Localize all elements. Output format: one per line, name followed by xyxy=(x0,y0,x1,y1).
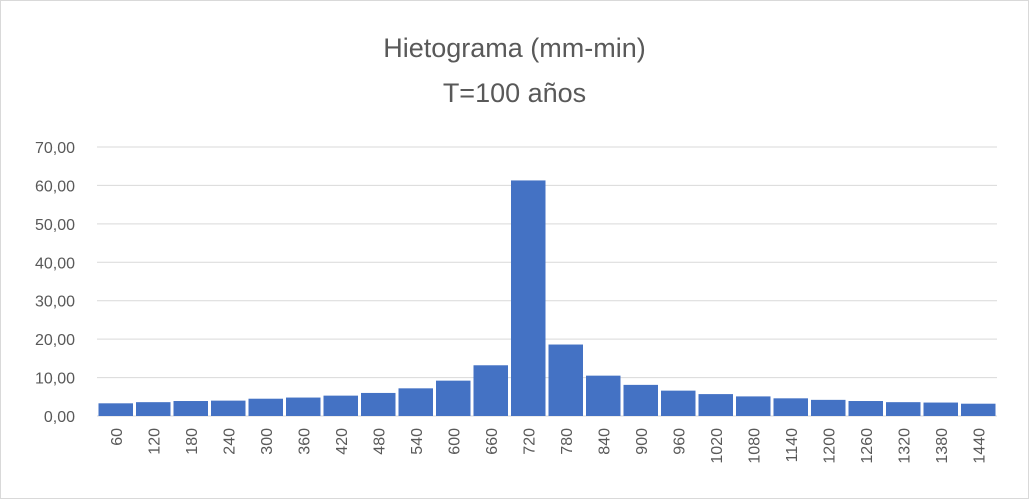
bar xyxy=(286,397,321,416)
x-tick-label: 840 xyxy=(596,428,613,455)
y-tick-label: 30,00 xyxy=(35,294,75,311)
bar xyxy=(698,394,733,416)
x-tick-label: 960 xyxy=(671,428,688,455)
x-tick-label: 120 xyxy=(146,428,163,455)
bar xyxy=(361,392,396,416)
bar xyxy=(248,398,283,416)
bar xyxy=(773,398,808,416)
y-tick-label: 0,00 xyxy=(44,409,75,426)
x-tick-label: 600 xyxy=(446,428,463,455)
bar xyxy=(511,180,546,416)
y-tick-label: 20,00 xyxy=(35,332,75,349)
bar xyxy=(136,402,171,416)
bar xyxy=(323,395,358,416)
bar xyxy=(661,390,696,416)
y-axis-ticks: 0,00 10,00 20,00 30,00 40,00 50,00 60,00 70,00 xyxy=(35,140,75,426)
bar xyxy=(173,401,208,416)
bars xyxy=(98,180,996,416)
x-tick-label: 1260 xyxy=(859,428,876,464)
y-tick-label: 70,00 xyxy=(35,140,75,157)
x-tick-label: 300 xyxy=(259,428,276,455)
x-tick-label: 720 xyxy=(521,428,538,455)
chart-subtitle: T=100 años xyxy=(442,78,587,108)
y-tick-label: 40,00 xyxy=(35,255,75,272)
x-tick-label: 1080 xyxy=(746,428,763,464)
x-tick-label: 180 xyxy=(184,428,201,455)
x-tick-label: 540 xyxy=(409,428,426,455)
bar xyxy=(848,401,883,416)
x-axis-ticks: 60 120 180 240 300 360 420 480 540 600 660 720 780 84… xyxy=(109,428,989,464)
x-tick-label: 1020 xyxy=(709,428,726,464)
bar xyxy=(473,365,508,416)
bar xyxy=(961,403,996,416)
x-tick-label: 1380 xyxy=(934,428,951,464)
bar xyxy=(736,396,771,416)
y-tick-label: 50,00 xyxy=(35,217,75,234)
bar xyxy=(548,344,583,416)
x-tick-label: 480 xyxy=(371,428,388,455)
bar xyxy=(211,400,246,416)
x-tick-label: 360 xyxy=(296,428,313,455)
bar xyxy=(98,403,133,416)
chart-title-line1: Hietograma (mm-min) xyxy=(383,33,646,63)
x-tick-label: 240 xyxy=(221,428,238,455)
x-tick-label: 60 xyxy=(109,428,126,446)
x-tick-label: 900 xyxy=(634,428,651,455)
bar xyxy=(886,402,921,416)
bar xyxy=(811,399,846,416)
x-tick-label: 660 xyxy=(484,428,501,455)
bar xyxy=(398,388,433,416)
x-tick-label: 1140 xyxy=(784,428,801,463)
bar xyxy=(923,402,958,416)
x-tick-label: 1440 xyxy=(971,428,988,464)
bar xyxy=(586,375,621,416)
bar xyxy=(436,380,471,416)
y-tick-label: 60,00 xyxy=(35,178,75,195)
x-tick-label: 420 xyxy=(334,428,351,455)
x-tick-label: 1320 xyxy=(896,428,913,464)
gridlines xyxy=(97,146,997,417)
x-tick-label: 780 xyxy=(559,428,576,455)
x-tick-label: 1200 xyxy=(821,428,838,464)
y-tick-label: 10,00 xyxy=(35,371,75,388)
bar xyxy=(623,384,658,416)
